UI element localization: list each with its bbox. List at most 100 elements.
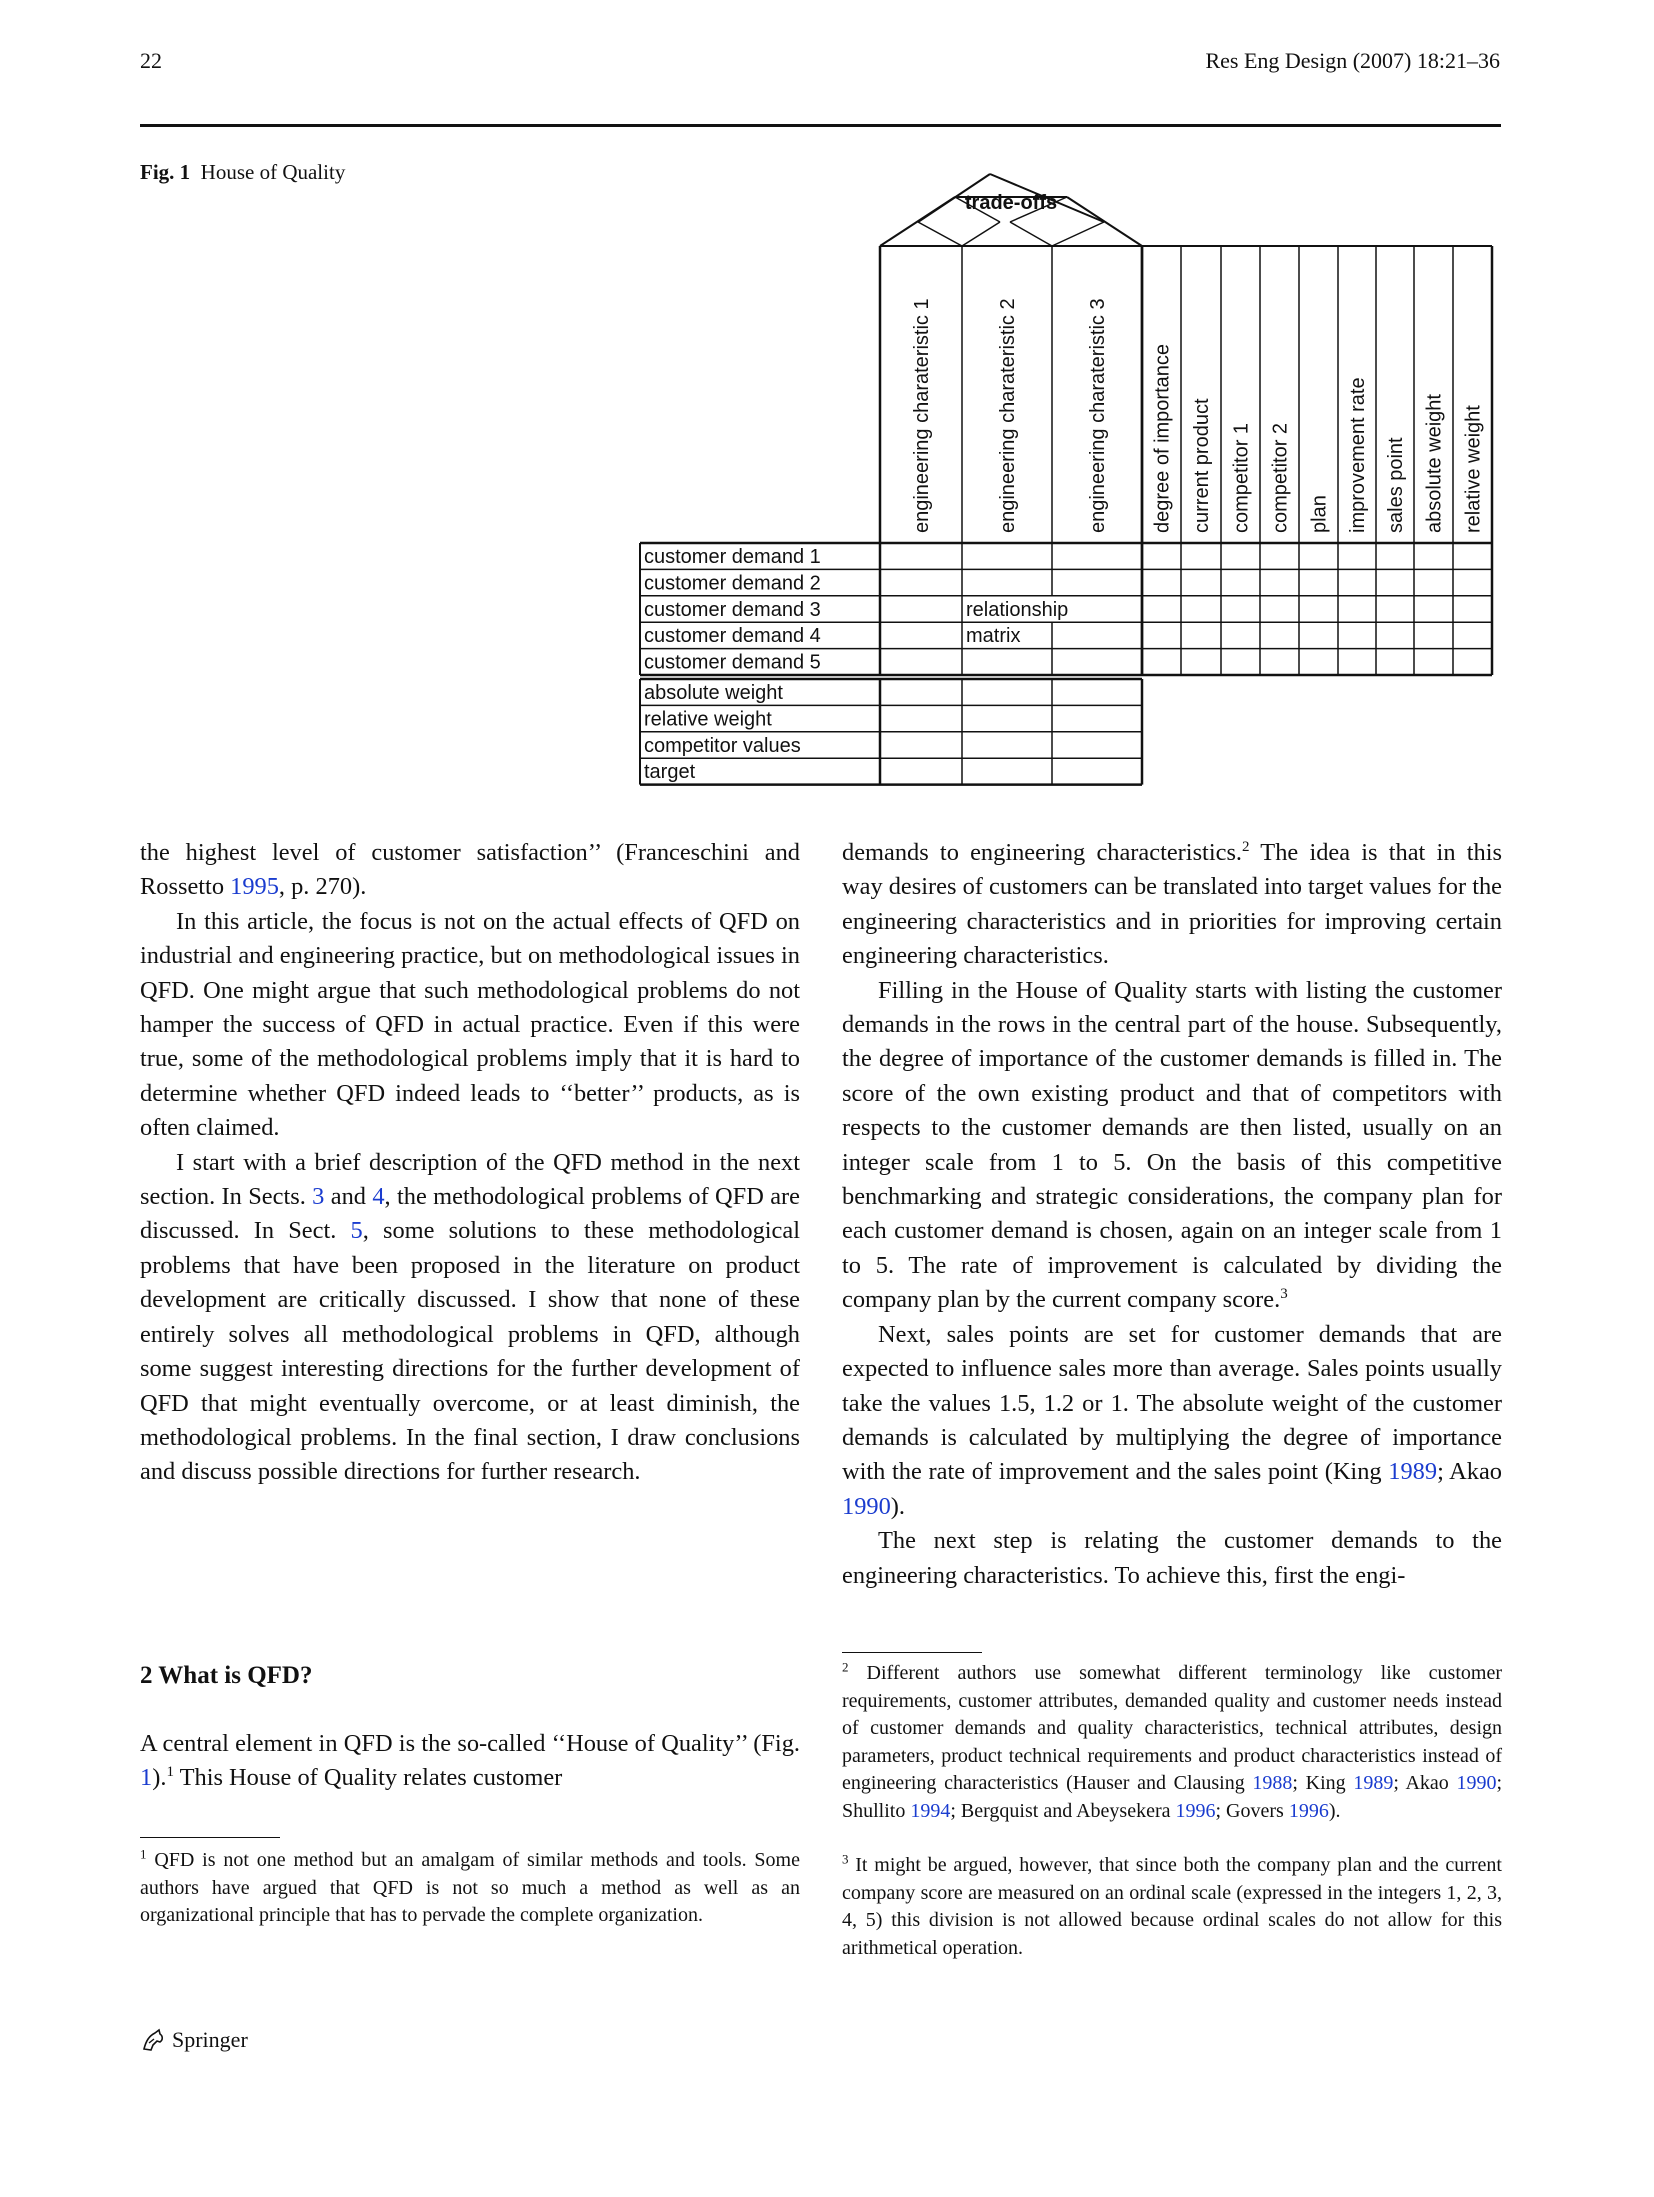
text-run: ). <box>1328 1799 1341 1822</box>
bottom-row-label: relative weight <box>644 708 772 730</box>
roof-diag <box>917 221 963 247</box>
roof-diag <box>961 221 1001 247</box>
eng-column-label: engineering charateristic 1 <box>911 298 933 533</box>
section-link[interactable]: 3 <box>312 1183 325 1211</box>
text-run: ; Govers <box>1215 1799 1289 1822</box>
text-run: ; Bergquist and Abeysekera <box>950 1799 1176 1822</box>
citation-link[interactable]: 1994 <box>910 1799 951 1822</box>
footnote-number: 1 <box>140 1846 147 1862</box>
section-link[interactable]: 4 <box>372 1183 385 1211</box>
planning-column-label: competitor 2 <box>1270 423 1292 533</box>
text-run: I start with a brief description of the … <box>140 1148 800 1211</box>
roof-label: trade-offs <box>965 192 1057 214</box>
citation-link[interactable]: 1988 <box>1252 1772 1293 1794</box>
planning-column-label: current product <box>1191 398 1213 533</box>
citation-link[interactable]: 1989 <box>1353 1772 1394 1794</box>
text-run: ). <box>890 1492 906 1520</box>
matrix-label: matrix <box>966 625 1020 647</box>
planning-column-label: degree of importance <box>1152 344 1174 533</box>
text-run: This House of Quality relates customer <box>173 1764 563 1792</box>
eng-column-label: engineering charateristic 2 <box>997 298 1019 533</box>
footnote-ref[interactable]: 1 <box>166 1764 174 1781</box>
text-run: ; King <box>1292 1772 1354 1794</box>
footnote-1: 1 QFD is not one method but an amalgam o… <box>140 1847 800 1930</box>
paragraph: the highest level of customer satisfacti… <box>140 836 800 905</box>
citation-link[interactable]: 1989 <box>1388 1458 1438 1486</box>
roof-edge <box>917 173 991 223</box>
paragraph: The next step is relating the customer d… <box>842 1527 1502 1589</box>
figure-link[interactable]: 1 <box>140 1764 153 1792</box>
text-run: ; Akao <box>1393 1772 1457 1794</box>
citation-link[interactable]: 1996 <box>1175 1799 1216 1822</box>
roof-diag <box>1009 221 1053 247</box>
section-link[interactable]: 5 <box>350 1217 363 1245</box>
header-rule <box>140 124 1501 127</box>
text-run: demands to engineering characteristics. <box>842 839 1243 866</box>
roof-edge <box>1066 196 1143 247</box>
customer-demand-label: customer demand 4 <box>644 625 821 647</box>
footnote-number: 2 <box>842 1659 849 1675</box>
right-column: demands to engineering characteristics.2… <box>842 836 1502 1593</box>
text-run: ; Shullito <box>842 1772 1503 1822</box>
citation-link[interactable]: 1996 <box>1288 1799 1329 1822</box>
text-run: , p. 270). <box>278 873 367 901</box>
planning-column-label: improvement rate <box>1347 377 1369 533</box>
text-run: It might be argued, however, that since … <box>842 1854 1502 1959</box>
publisher-logo: Springer <box>140 2027 248 2053</box>
footnote-rule <box>842 1652 982 1653</box>
eng-column-label: engineering charateristic 3 <box>1087 298 1109 533</box>
planning-column-label: absolute weight <box>1424 394 1446 533</box>
citation-link[interactable]: 1990 <box>842 1492 891 1520</box>
text-run: Filling in the House of Quality starts w… <box>842 976 1502 1314</box>
customer-demand-label: customer demand 1 <box>644 546 821 568</box>
section-paragraph: A central element in QFD is the so-calle… <box>140 1727 800 1796</box>
planning-column-label: plan <box>1309 495 1331 533</box>
left-column: the highest level of customer satisfacti… <box>140 836 800 1490</box>
footnote-rule <box>140 1837 280 1838</box>
citation-link[interactable]: 1990 <box>1456 1772 1497 1794</box>
paragraph: In this article, the focus is not on the… <box>140 907 800 1142</box>
roof-diag <box>954 196 1001 223</box>
text-run: , some solutions to these methodological… <box>140 1217 800 1486</box>
footnote-number: 3 <box>842 1851 849 1867</box>
planning-column-label: sales point <box>1385 437 1407 533</box>
text-run: and <box>324 1183 373 1211</box>
text-run: the highest level of customer satisfacti… <box>140 839 800 901</box>
house-of-quality-diagram: trade-offs engineering charateristic 1 eng… <box>639 173 1494 786</box>
footnote-ref[interactable]: 3 <box>1280 1286 1288 1303</box>
text-run: QFD is not one method but an amalgam of … <box>140 1849 800 1926</box>
text-run: Next, sales points are set for customer … <box>842 1320 1502 1486</box>
customer-demand-label: customer demand 3 <box>644 599 821 621</box>
figure-caption-text: House of Quality <box>200 160 346 184</box>
text-run: ). <box>152 1764 167 1792</box>
planning-column-label: competitor 1 <box>1231 423 1253 533</box>
text-run: A central element in QFD is the so-calle… <box>140 1730 800 1757</box>
customer-demand-label: customer demand 2 <box>644 572 821 594</box>
roof-diag <box>1009 196 1068 223</box>
journal-citation: Res Eng Design (2007) 18:21–36 <box>1205 48 1500 73</box>
paragraph: I start with a brief description of the … <box>140 1146 800 1490</box>
paragraph: demands to engineering characteristics.2… <box>842 836 1502 974</box>
bottom-row-label: absolute weight <box>644 682 783 704</box>
roof-diag <box>1051 221 1105 247</box>
matrix-label: relationship <box>966 599 1068 621</box>
text-run: , the methodological prob­lems of QFD ar… <box>140 1183 800 1245</box>
citation-link[interactable]: 1995 <box>230 873 279 901</box>
publisher-name: Springer <box>172 2027 248 2052</box>
page-number: 22 <box>140 48 162 73</box>
footnote-2: 2 Different authors use somewhat differe… <box>842 1660 1502 1825</box>
figure-caption: Fig. 1 House of Quality <box>140 160 345 185</box>
footnote-ref[interactable]: 2 <box>1242 838 1250 855</box>
springer-horse-icon <box>143 2028 164 2051</box>
text-run: ; Akao <box>1437 1458 1502 1486</box>
planning-column-label: relative weight <box>1463 405 1485 533</box>
text-run: The idea is that in this way desires of … <box>842 839 1502 970</box>
footnote-3: 3 It might be argued, however, that sinc… <box>842 1852 1502 1962</box>
customer-demand-label: customer demand 5 <box>644 652 821 674</box>
section-heading: 2 What is QFD? <box>140 1662 313 1689</box>
paragraph: Next, sales points are set for customer … <box>842 1318 1502 1524</box>
bottom-row-label: target <box>644 761 696 783</box>
figure-label: Fig. 1 <box>140 160 191 184</box>
paragraph: Filling in the House of Quality starts w… <box>842 974 1502 1318</box>
roof-edge <box>989 173 1105 223</box>
